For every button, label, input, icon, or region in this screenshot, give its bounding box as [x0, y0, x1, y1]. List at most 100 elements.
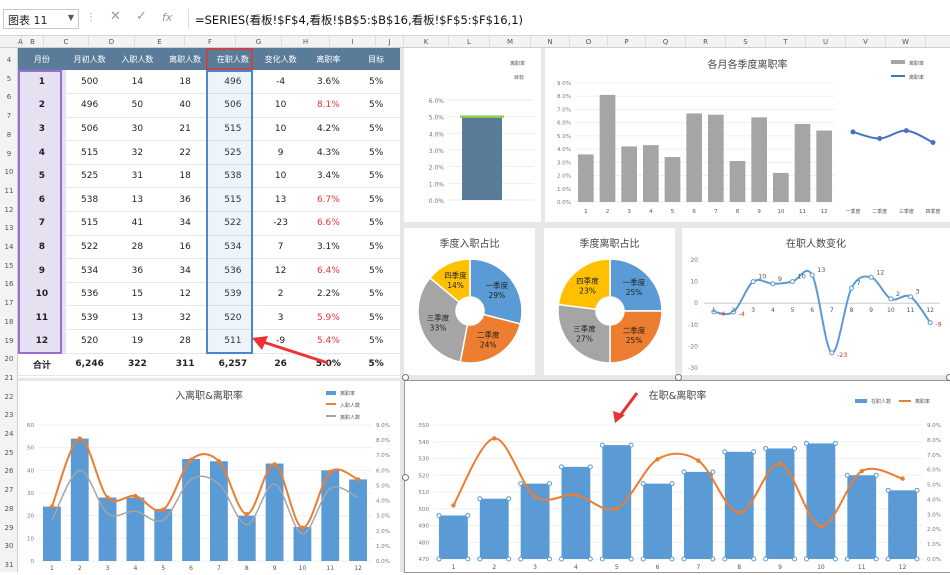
- row-header-11[interactable]: 11: [4, 186, 14, 195]
- row-header-18[interactable]: 18: [4, 317, 14, 326]
- table-cell[interactable]: 1: [18, 70, 66, 95]
- table-cell[interactable]: 21: [161, 117, 209, 142]
- table-cell[interactable]: 5%: [352, 329, 400, 354]
- table-cell[interactable]: 506: [65, 117, 114, 142]
- column-header-I[interactable]: I: [330, 36, 376, 48]
- table-cell[interactable]: 3.6%: [304, 70, 353, 95]
- table-cell[interactable]: 525: [209, 140, 257, 165]
- column-header-M[interactable]: M: [490, 36, 531, 48]
- table-cell[interactable]: 4.2%: [304, 117, 353, 142]
- table-cell[interactable]: 5.4%: [304, 329, 353, 354]
- table-cell[interactable]: 3.4%: [304, 164, 353, 189]
- table-cell[interactable]: 5%: [352, 235, 400, 260]
- table-cell[interactable]: 34: [161, 258, 209, 283]
- cancel-icon[interactable]: ✕: [110, 9, 121, 24]
- table-cell[interactable]: 36: [113, 258, 162, 283]
- hire-leave-chart[interactable]: 入离职&离职率 0 10 20 30 40 50 60 0.0% 1.0% 2.0% 3.0% 4.0…: [18, 381, 400, 572]
- row-header-12[interactable]: 12: [4, 205, 14, 214]
- table-cell[interactable]: 496: [209, 70, 257, 95]
- table-cell[interactable]: 8.1%: [304, 93, 353, 118]
- table-cell[interactable]: 536: [65, 282, 114, 307]
- table-cell[interactable]: 2.2%: [304, 282, 353, 307]
- resize-handle[interactable]: [402, 374, 409, 381]
- row-header-24[interactable]: 24: [4, 430, 14, 438]
- onjob-turnover-chart[interactable]: 在职&离职率 470 480 490 500 510 520 530 540 550 0.0% 1.…: [404, 380, 950, 573]
- table-cell[interactable]: 5%: [352, 211, 400, 236]
- table-cell[interactable]: 5%: [352, 305, 400, 331]
- monthly-turnover-chart[interactable]: 各月各季度离职率 0.0% 1.0% 2.0% 3.0% 4.0% 5.0% 6.0% 7.0…: [545, 48, 950, 222]
- table-cell[interactable]: 13: [113, 305, 162, 331]
- table-cell[interactable]: 5%: [352, 282, 400, 307]
- table-cell[interactable]: 14: [113, 70, 162, 95]
- table-cell[interactable]: 3.1%: [304, 235, 353, 260]
- row-header-6[interactable]: 6: [6, 93, 12, 102]
- resize-handle[interactable]: [675, 374, 682, 381]
- column-header-G[interactable]: G: [236, 36, 282, 48]
- table-cell[interactable]: 2: [256, 282, 305, 307]
- table-cell[interactable]: 34: [161, 211, 209, 236]
- column-header-L[interactable]: L: [449, 36, 490, 48]
- table-cell[interactable]: 9: [256, 140, 305, 165]
- column-header-F[interactable]: F: [185, 36, 236, 48]
- row-header-7[interactable]: 7: [6, 112, 12, 121]
- row-header-28[interactable]: 28: [4, 504, 14, 513]
- row-header-26[interactable]: 26: [4, 467, 14, 476]
- column-header-D[interactable]: D: [89, 36, 135, 48]
- row-header-4[interactable]: 4: [6, 56, 12, 64]
- table-cell[interactable]: 7: [18, 211, 66, 236]
- total-cell[interactable]: 322: [113, 352, 162, 376]
- table-cell[interactable]: 4.3%: [304, 140, 353, 165]
- table-cell[interactable]: 12: [161, 282, 209, 307]
- table-cell[interactable]: 6.7%: [304, 187, 353, 213]
- resize-handle[interactable]: [946, 374, 950, 381]
- table-cell[interactable]: 7: [256, 235, 305, 260]
- table-cell[interactable]: -4: [256, 70, 305, 95]
- table-cell[interactable]: 534: [65, 258, 114, 283]
- column-header-R[interactable]: R: [686, 36, 726, 48]
- table-cell[interactable]: 28: [113, 235, 162, 260]
- column-header-O[interactable]: O: [570, 36, 608, 48]
- row-header-21[interactable]: 21: [4, 373, 14, 382]
- column-header-S[interactable]: S: [726, 36, 766, 48]
- column-header-V[interactable]: V: [846, 36, 886, 48]
- table-cell[interactable]: 10: [256, 93, 305, 118]
- resize-handle[interactable]: [402, 474, 409, 481]
- table-cell[interactable]: -23: [256, 211, 305, 236]
- column-header-E[interactable]: E: [135, 36, 185, 48]
- table-cell[interactable]: 515: [209, 117, 257, 142]
- table-cell[interactable]: 6: [18, 187, 66, 213]
- formula-input[interactable]: =SERIES(看板!$F$4,看板!$B$5:$B$16,看板!$F$5:$F…: [188, 9, 946, 29]
- table-cell[interactable]: 32: [113, 140, 162, 165]
- table-cell[interactable]: 522: [209, 211, 257, 236]
- total-cell[interactable]: 5%: [352, 352, 400, 376]
- row-header-8[interactable]: 8: [6, 130, 12, 139]
- table-cell[interactable]: 2: [18, 93, 66, 118]
- table-cell[interactable]: 10: [18, 282, 66, 307]
- table-cell[interactable]: 10: [256, 117, 305, 142]
- table-cell[interactable]: 32: [161, 305, 209, 331]
- table-cell[interactable]: 18: [161, 70, 209, 95]
- confirm-icon[interactable]: ✓: [136, 9, 147, 24]
- table-cell[interactable]: 515: [65, 140, 114, 165]
- column-header-C[interactable]: C: [44, 36, 89, 48]
- table-cell[interactable]: 500: [65, 70, 114, 95]
- table-cell[interactable]: 520: [209, 305, 257, 331]
- table-cell[interactable]: 534: [209, 235, 257, 260]
- row-header-30[interactable]: 30: [4, 542, 14, 551]
- table-cell[interactable]: 5%: [352, 258, 400, 283]
- row-header-9[interactable]: 9: [6, 149, 12, 158]
- row-header-31[interactable]: 31: [4, 560, 14, 569]
- row-header-17[interactable]: 17: [4, 299, 14, 308]
- table-cell[interactable]: 496: [65, 93, 114, 118]
- table-cell[interactable]: 28: [161, 329, 209, 354]
- table-cell[interactable]: 5%: [352, 93, 400, 118]
- column-header-A[interactable]: A: [18, 36, 23, 48]
- quarter-leave-pie-chart[interactable]: 季度离职占比 一季度 25% 二季度 25% 三季度 27% 四季度 23%: [544, 228, 675, 375]
- column-header-P[interactable]: P: [608, 36, 646, 48]
- column-header-Q[interactable]: Q: [646, 36, 686, 48]
- total-cell[interactable]: 311: [161, 352, 209, 376]
- column-header-N[interactable]: N: [531, 36, 570, 48]
- row-header-29[interactable]: 29: [4, 523, 14, 532]
- row-header-27[interactable]: 27: [4, 486, 14, 495]
- table-cell[interactable]: 5: [18, 164, 66, 189]
